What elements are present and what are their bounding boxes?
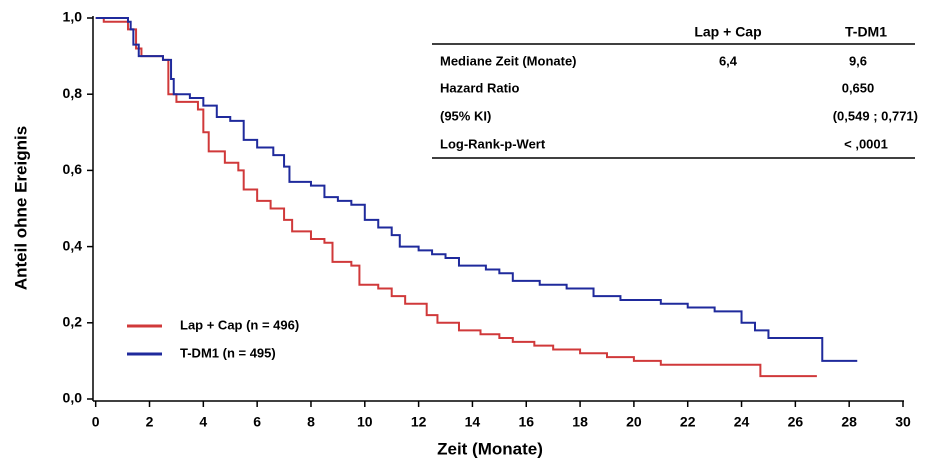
x-tick-label: 2	[146, 414, 154, 430]
legend-label: T-DM1 (n = 495)	[180, 345, 276, 360]
x-tick-label: 8	[307, 414, 315, 430]
x-tick-label: 28	[841, 414, 857, 430]
x-tick-label: 22	[680, 414, 696, 430]
x-tick-label: 6	[253, 414, 261, 430]
y-tick-label: 0,2	[63, 314, 83, 330]
y-tick-label: 0,4	[63, 237, 83, 253]
table-cell: 6,4	[719, 53, 738, 68]
x-tick-label: 24	[734, 414, 750, 430]
table-cell: 0,650	[842, 80, 875, 95]
table-row-label: Hazard Ratio	[440, 80, 520, 95]
x-axis-label: Zeit (Monate)	[437, 439, 543, 458]
x-tick-label: 12	[411, 414, 427, 430]
table-cell: 9,6	[849, 53, 867, 68]
x-tick-label: 20	[626, 414, 642, 430]
legend-label: Lap + Cap (n = 496)	[180, 317, 299, 332]
x-tick-label: 18	[572, 414, 588, 430]
table-row-label: Log-Rank-p-Wert	[440, 136, 546, 151]
table-row-label: Mediane Zeit (Monate)	[440, 53, 577, 68]
x-tick-label: 10	[357, 414, 373, 430]
y-tick-label: 0,0	[63, 390, 83, 406]
table-header: Lap + Cap	[694, 24, 761, 40]
x-tick-label: 16	[518, 414, 534, 430]
x-tick-label: 4	[199, 414, 207, 430]
y-axis-label: Anteil ohne Ereignis	[11, 126, 30, 290]
x-tick-label: 0	[92, 414, 100, 430]
table-header: T-DM1	[845, 24, 887, 40]
table-row-label: (95% KI)	[440, 108, 491, 123]
table-cell: (0,549 ; 0,771)	[833, 108, 918, 123]
table-cell: < ,0001	[844, 136, 888, 151]
survival-curve	[95, 17, 858, 362]
x-tick-label: 30	[895, 414, 911, 430]
x-tick-label: 14	[465, 414, 481, 430]
y-tick-label: 0,6	[63, 161, 83, 177]
y-tick-label: 0,8	[63, 85, 83, 101]
y-tick-label: 1,0	[63, 9, 83, 25]
x-tick-label: 26	[788, 414, 804, 430]
